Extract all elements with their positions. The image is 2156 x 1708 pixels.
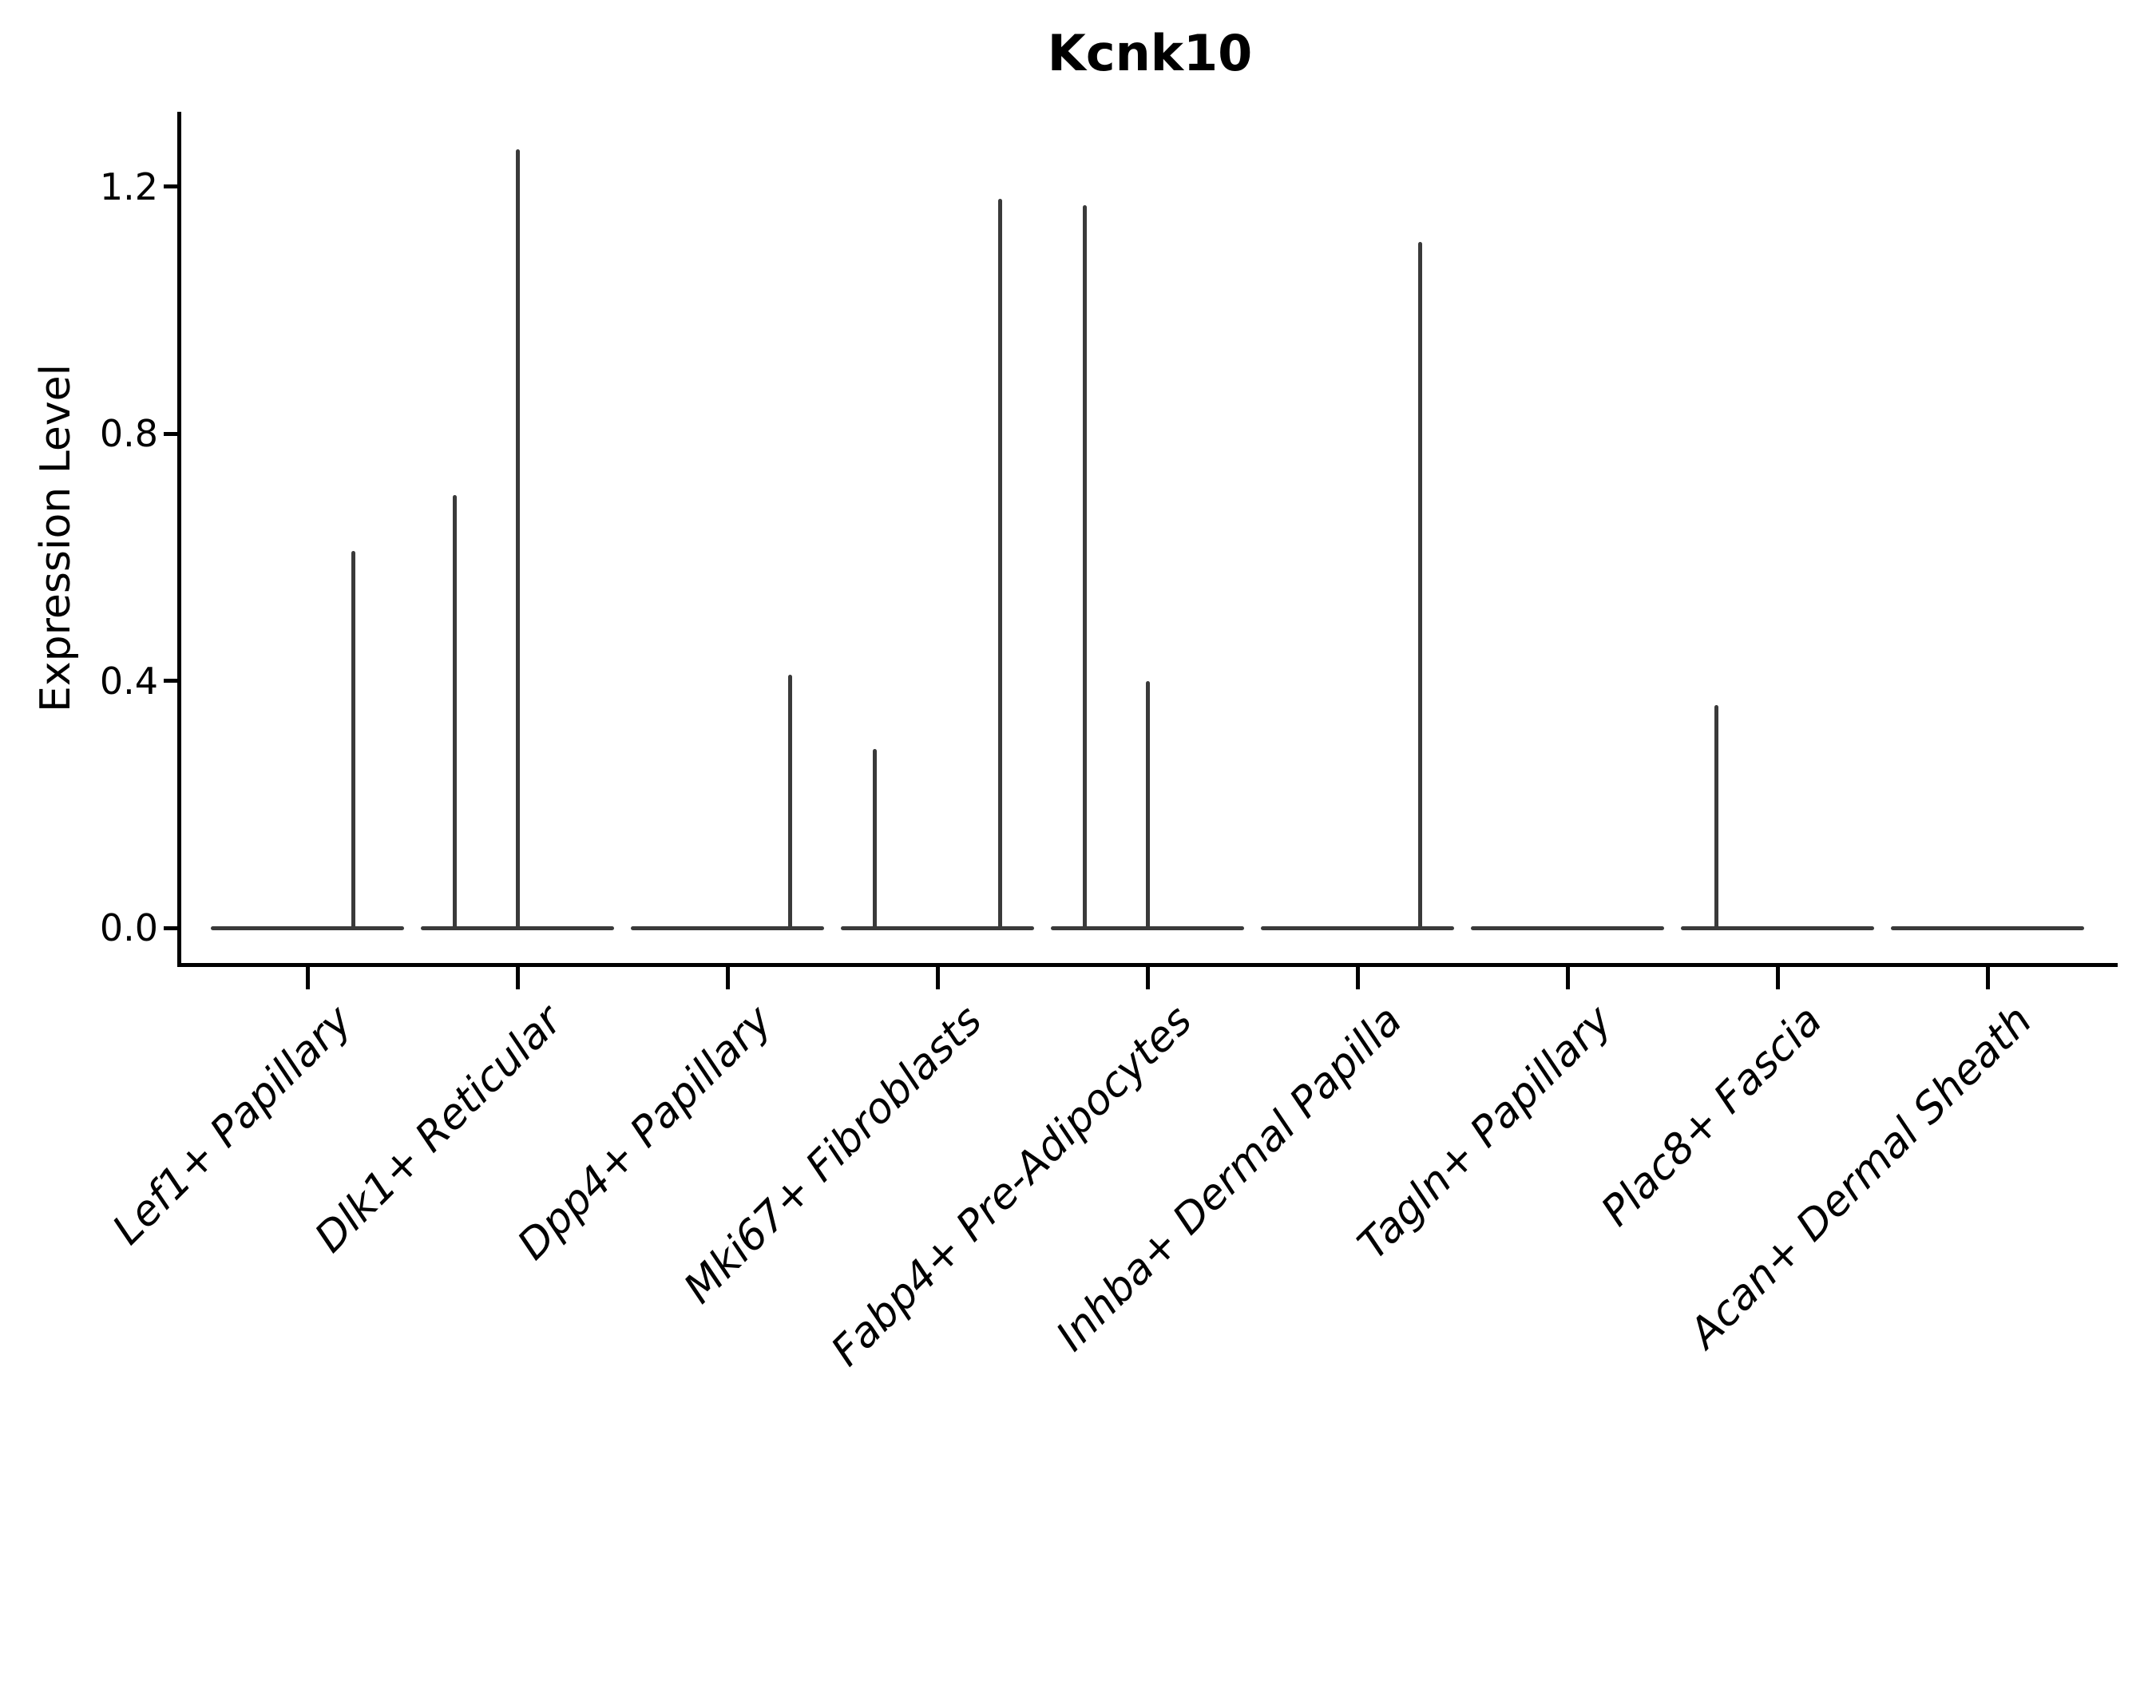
violin-baseline [1891, 925, 2084, 930]
violin-spike [872, 748, 877, 928]
x-tick-label: Tagln+ Papillary [1349, 997, 1622, 1270]
violin-spike [1418, 242, 1423, 928]
y-tick [164, 925, 178, 930]
violin-baseline [1051, 925, 1244, 930]
violin-baseline [421, 925, 614, 930]
violin-baseline [1471, 925, 1664, 930]
violin-baseline [631, 925, 824, 930]
violin-plot-figure: Kcnk10 Expression Level 0.0 0.4 0.8 1.2 Lef1… [32, 24, 2118, 1376]
y-tick-label: 0.4 [99, 659, 158, 703]
x-axis-spine [177, 963, 2118, 967]
violin-baseline [841, 925, 1034, 930]
x-tick-label: Mki67+ Fibroblasts [675, 997, 992, 1314]
x-tick-label: Acan+ Dermal Sheath [1680, 997, 2042, 1357]
x-tick [1565, 967, 1570, 989]
violin-spike [998, 198, 1003, 928]
x-tick-label: Dpp4+ Papillary [509, 997, 782, 1270]
x-tick-label: Plac8+ Fascia [1592, 997, 1832, 1236]
violin-baseline [211, 925, 404, 930]
x-tick [515, 967, 520, 989]
x-tick [1145, 967, 1150, 989]
x-tick [305, 967, 310, 989]
x-tick [1775, 967, 1780, 989]
x-tick [1985, 967, 1990, 989]
y-tick [164, 679, 178, 683]
violin-baseline [1681, 925, 1874, 930]
x-tick-label: Inhba+ Dermal Papilla [1047, 997, 1412, 1361]
violin-spike [351, 551, 356, 928]
y-tick [164, 184, 178, 188]
violin-spike [452, 495, 457, 928]
x-tick-label: Fabp4+ Pre-Adipocytes [822, 997, 1202, 1376]
violin-spike [515, 149, 520, 928]
y-tick-label: 0.8 [99, 412, 158, 455]
violin-spike [1145, 680, 1150, 928]
y-tick [164, 431, 178, 436]
violin-spike [1082, 204, 1087, 928]
x-tick [725, 967, 730, 989]
violin-baseline [1261, 925, 1454, 930]
violin-spike [1714, 705, 1719, 928]
plot-title: Kcnk10 [1047, 24, 1253, 82]
y-axis-spine [177, 112, 181, 967]
y-tick-label: 1.2 [99, 164, 158, 208]
y-tick-label: 0.0 [99, 906, 158, 949]
x-tick [935, 967, 940, 989]
x-tick [1355, 967, 1360, 989]
violin-spike [788, 674, 793, 928]
